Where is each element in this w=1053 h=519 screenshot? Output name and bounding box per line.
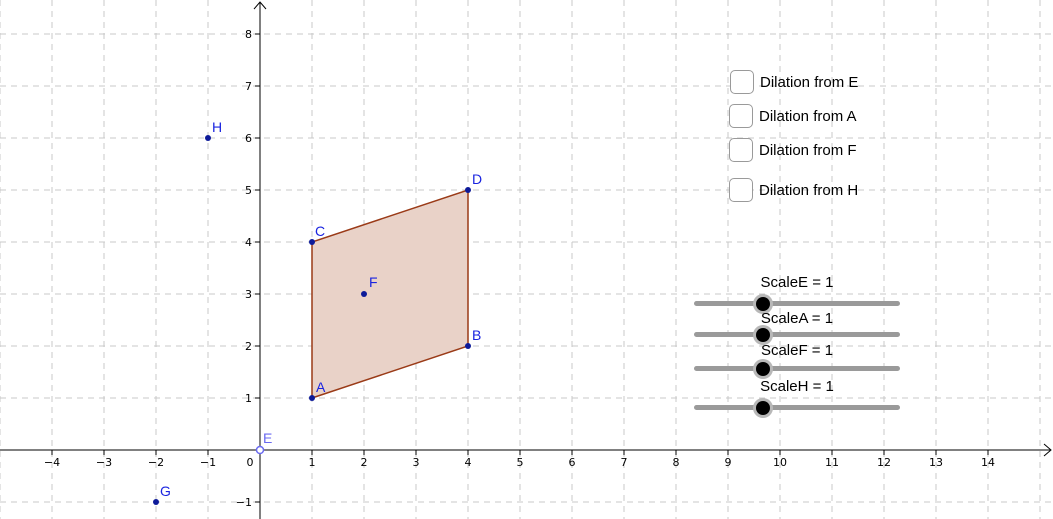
x-tick-label: 2 bbox=[361, 456, 368, 469]
y-tick-label: 3 bbox=[245, 288, 252, 301]
checkbox-label: Dilation from E bbox=[760, 73, 859, 91]
x-axis-arrow bbox=[1043, 443, 1052, 457]
y-tick-label: 2 bbox=[245, 340, 252, 353]
checkbox-label: Dilation from H bbox=[759, 181, 859, 199]
slider-knob[interactable] bbox=[756, 297, 770, 311]
slider-knob[interactable] bbox=[756, 328, 770, 342]
y-tick-label: 7 bbox=[245, 80, 252, 93]
checkbox-dilation-e[interactable]: Dilation from E bbox=[730, 70, 858, 94]
point-label-e: E bbox=[263, 430, 272, 446]
x-tick-label: −4 bbox=[44, 456, 60, 469]
point-e bbox=[255, 445, 265, 455]
point-label-c: C bbox=[315, 223, 325, 239]
x-tick-label: 10 bbox=[773, 456, 787, 469]
quadrilateral-abdc bbox=[311, 188, 469, 400]
x-tick-label: 6 bbox=[569, 456, 576, 469]
x-tick-label: −3 bbox=[96, 456, 112, 469]
x-tick-label: 0 bbox=[247, 456, 254, 469]
x-tick-label: 5 bbox=[517, 456, 524, 469]
point-g bbox=[153, 499, 159, 505]
checkbox-label: Dilation from A bbox=[759, 107, 857, 125]
checkbox-dilation-f[interactable]: Dilation from F bbox=[729, 138, 857, 162]
point-label-h: H bbox=[212, 119, 222, 135]
slider-scale-h[interactable]: ScaleH = 1 bbox=[694, 377, 900, 415]
slider-knob[interactable] bbox=[756, 362, 770, 376]
slider-label: ScaleH = 1 bbox=[760, 378, 834, 395]
slider-knob[interactable] bbox=[756, 401, 770, 415]
x-tick-label: 11 bbox=[825, 456, 839, 469]
slider-scale-f[interactable]: ScaleF = 1 bbox=[694, 341, 900, 376]
y-tick-label: 4 bbox=[245, 236, 252, 249]
slider-track[interactable] bbox=[694, 332, 900, 337]
x-tick-label: 8 bbox=[673, 456, 680, 469]
slider-scale-e[interactable]: ScaleE = 1 bbox=[694, 274, 900, 311]
point-label-g: G bbox=[160, 483, 171, 499]
x-tick-label: 4 bbox=[465, 456, 472, 469]
checkbox-box[interactable] bbox=[729, 178, 753, 202]
point-h bbox=[205, 135, 211, 141]
x-tick-label: 12 bbox=[877, 456, 891, 469]
slider-track[interactable] bbox=[694, 366, 900, 371]
point-a bbox=[309, 395, 315, 401]
y-tick-label: 1 bbox=[245, 392, 252, 405]
x-tick-label: 1 bbox=[309, 456, 316, 469]
checkbox-label: Dilation from F bbox=[759, 141, 857, 159]
x-tick-label: 7 bbox=[621, 456, 628, 469]
point-c bbox=[309, 239, 315, 245]
slider-label: ScaleA = 1 bbox=[760, 310, 834, 327]
point-label-d: D bbox=[472, 171, 482, 187]
point-label-b: B bbox=[472, 327, 481, 343]
point-d bbox=[465, 187, 471, 193]
point-f bbox=[361, 291, 367, 297]
y-tick-label: 5 bbox=[245, 184, 252, 197]
x-tick-label: 9 bbox=[725, 456, 732, 469]
slider-label: ScaleE = 1 bbox=[760, 274, 834, 291]
x-tick-label: 3 bbox=[413, 456, 420, 469]
y-tick-label: 8 bbox=[245, 28, 252, 41]
slider-track[interactable] bbox=[694, 405, 900, 410]
slider-scale-a[interactable]: ScaleA = 1 bbox=[694, 309, 900, 342]
slider-label: ScaleF = 1 bbox=[760, 342, 834, 359]
checkbox-box[interactable] bbox=[729, 104, 753, 128]
x-tick-label: 13 bbox=[929, 456, 943, 469]
y-axis-arrow bbox=[253, 1, 267, 10]
checkbox-dilation-a[interactable]: Dilation from A bbox=[729, 104, 857, 128]
point-label-f: F bbox=[369, 274, 378, 290]
x-tick-label: −1 bbox=[200, 456, 216, 469]
checkbox-box[interactable] bbox=[729, 138, 753, 162]
point-label-a: A bbox=[316, 379, 326, 395]
checkbox-box[interactable] bbox=[730, 70, 754, 94]
x-tick-label: −2 bbox=[148, 456, 164, 469]
x-tick-label: 14 bbox=[981, 456, 995, 469]
slider-track[interactable] bbox=[694, 301, 900, 306]
checkbox-dilation-h[interactable]: Dilation from H bbox=[729, 178, 858, 202]
y-tick-label: −1 bbox=[236, 496, 252, 509]
point-b bbox=[465, 343, 471, 349]
y-tick-label: 6 bbox=[245, 132, 252, 145]
